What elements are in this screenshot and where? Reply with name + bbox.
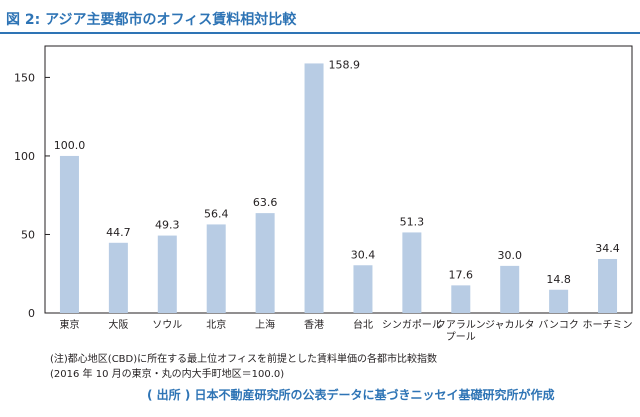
footnote-2: (2016 年 10 月の東京・丸の内大手町地区＝100.0)	[50, 369, 285, 380]
bar	[157, 235, 177, 313]
bar	[255, 213, 275, 313]
chart-title: 図 2: アジア主要都市のオフィス賃料相対比較	[6, 12, 297, 28]
bar	[206, 224, 226, 313]
data-label: 30.4	[351, 248, 376, 261]
plot-frame	[44, 45, 633, 314]
bar	[451, 285, 471, 313]
bar	[304, 63, 324, 313]
data-label: 49.3	[155, 219, 180, 232]
data-label: 63.6	[253, 196, 278, 209]
data-label: 14.8	[546, 273, 571, 286]
source-note: ( 出所 ) 日本不動産研究所の公表データに基づきニッセイ基礎研究所が作成	[147, 388, 555, 402]
data-label: 100.0	[54, 139, 86, 152]
x-tick-label: 上海	[255, 318, 275, 331]
bar	[353, 265, 373, 313]
data-label: 34.4	[595, 242, 620, 255]
bars	[59, 63, 618, 313]
bar	[598, 258, 618, 313]
footnote-1: (注)都心地区(CBD)に所在する最上位オフィスを前提とした賃料単価の各都市比較…	[50, 354, 437, 365]
y-tick-label: 100	[14, 150, 35, 163]
data-label: 44.7	[106, 226, 131, 239]
x-tick-label: ホーチミン	[583, 319, 633, 331]
x-tick-label: シンガポール	[382, 319, 442, 331]
data-label: 158.9	[329, 58, 361, 71]
x-tick-label: バンコク	[538, 319, 579, 331]
bar	[59, 155, 79, 313]
y-tick-label: 50	[21, 228, 35, 241]
bar	[402, 232, 422, 313]
bar	[549, 289, 569, 313]
x-tick-label: クアラルンプール	[436, 319, 486, 343]
data-label: 51.3	[400, 215, 425, 228]
data-label: 17.6	[449, 268, 474, 281]
x-tick-label: 台北	[353, 318, 373, 331]
x-tick-label: ソウル	[152, 319, 182, 331]
bar-chart: 100.0 44.7 49.3 56.4 63.6 158.9 30.4 51.3 17.6 30…	[14, 45, 633, 343]
x-tick-label: 大阪	[108, 318, 128, 331]
y-tick-label: 0	[28, 307, 35, 320]
bar	[108, 242, 128, 313]
x-tick-label: ジャカルタ	[485, 319, 535, 331]
bar	[500, 265, 520, 313]
data-label: 56.4	[204, 207, 229, 220]
x-tick-label: 北京	[206, 318, 226, 331]
plot-border	[44, 45, 633, 314]
x-tick-label: 東京	[59, 318, 79, 331]
y-axis: 0 50 100 150	[14, 71, 50, 320]
value-labels: 100.0 44.7 49.3 56.4 63.6 158.9 30.4 51.3 17.6 30…	[54, 58, 620, 285]
title-divider	[0, 32, 640, 34]
x-tick-label: 香港	[304, 319, 324, 331]
y-tick-label: 150	[14, 71, 35, 84]
data-label: 30.0	[497, 249, 522, 262]
